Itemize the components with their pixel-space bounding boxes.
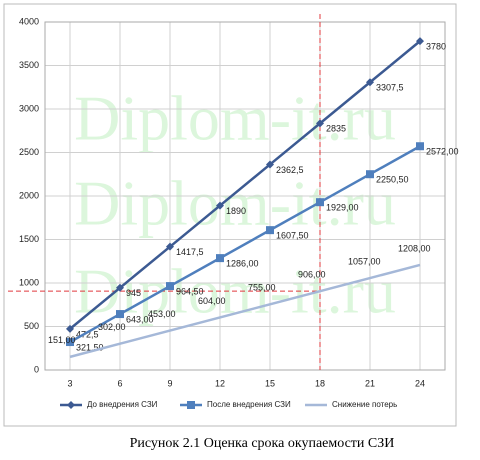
data-point	[166, 242, 174, 251]
y-tick-label: 1500	[19, 234, 39, 244]
data-label: 964,50	[176, 286, 204, 296]
data-label: 945	[126, 288, 141, 298]
data-label: 2572,00	[426, 147, 459, 157]
y-tick-label: 2500	[19, 147, 39, 157]
data-point	[366, 78, 374, 87]
plot-frame	[44, 21, 446, 371]
data-label: 1929,00	[326, 203, 359, 213]
watermark: Diplom-it.ru	[74, 168, 396, 239]
data-label: 1057,00	[348, 256, 381, 266]
x-tick-label: 24	[415, 378, 425, 388]
data-point	[316, 119, 324, 128]
data-label: 3307,5	[376, 83, 404, 93]
y-tick-label: 2000	[19, 190, 39, 200]
y-tick-label: 1000	[19, 277, 39, 287]
data-label: 1607,50	[276, 231, 309, 241]
data-label: 302,00	[98, 322, 126, 332]
x-tick-label: 12	[215, 378, 225, 388]
data-label: 453,00	[148, 309, 176, 319]
caption: Рисунок 2.1 Оценка срока окупаемости СЗИ	[130, 436, 395, 451]
data-point	[316, 198, 324, 207]
data-point	[66, 324, 74, 333]
data-point	[416, 142, 424, 151]
data-label: 321,50	[76, 342, 104, 352]
x-tick-label: 6	[117, 378, 122, 388]
legend-marker	[187, 401, 195, 409]
data-label: 151,00	[48, 335, 76, 345]
data-label: 643,00	[126, 314, 154, 324]
data-label: 3780	[426, 42, 446, 52]
data-point	[366, 170, 374, 179]
x-tick-label: 3	[67, 378, 72, 388]
data-point	[266, 226, 274, 235]
y-tick-label: 3000	[19, 103, 39, 113]
y-tick-label: 0	[34, 364, 39, 374]
series-line	[69, 145, 421, 344]
data-label: 1890	[226, 206, 246, 216]
legend-label: После внедрения СЗИ	[207, 400, 291, 409]
data-point	[266, 160, 274, 169]
data-label: 755,00	[248, 283, 276, 293]
y-tick-label: 3500	[19, 60, 39, 70]
series-line	[69, 40, 421, 330]
x-tick-label: 15	[265, 378, 275, 388]
data-point	[116, 310, 124, 319]
x-tick-label: 9	[167, 378, 172, 388]
series-line	[69, 263, 421, 359]
data-point	[166, 282, 174, 291]
data-label: 1417,5	[176, 247, 204, 257]
data-label: 472,5	[76, 329, 99, 339]
data-point	[216, 201, 224, 210]
legend-label: Снижение потерь	[332, 400, 397, 409]
data-label: 2362,5	[276, 165, 304, 175]
data-label: 604,00	[198, 296, 226, 306]
x-tick-label: 21	[365, 378, 375, 388]
data-point	[66, 338, 74, 347]
legend-label: До внедрения СЗИ	[87, 400, 158, 409]
x-tick-label: 18	[315, 378, 325, 388]
data-label: 2835	[326, 124, 346, 134]
data-label: 1208,00	[398, 243, 431, 253]
y-tick-label: 500	[24, 321, 39, 331]
data-point	[216, 254, 224, 263]
data-label: 2250,50	[376, 175, 409, 185]
data-label: 906,00	[298, 270, 326, 280]
data-point	[416, 37, 424, 46]
watermark: Diplom-it.ru	[74, 83, 396, 154]
data-label: 1286,00	[226, 258, 259, 268]
legend-marker	[67, 401, 75, 409]
y-tick-label: 4000	[19, 16, 39, 26]
data-point	[116, 283, 124, 292]
